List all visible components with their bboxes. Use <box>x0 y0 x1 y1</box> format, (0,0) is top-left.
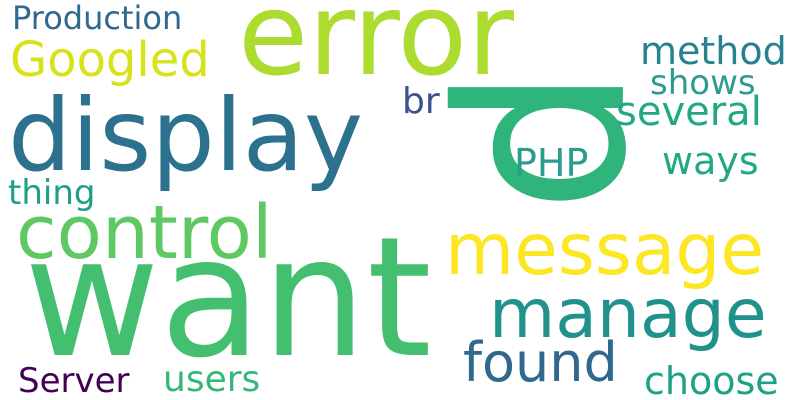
word-display: display <box>8 77 364 194</box>
word-production: Production <box>12 0 183 37</box>
word-want: want <box>24 202 432 395</box>
word-ways: ways <box>662 139 759 183</box>
word-php: PHP <box>514 141 589 185</box>
word-choose: choose <box>644 359 779 400</box>
word-googled: Googled <box>10 32 210 88</box>
word-message: message <box>445 208 765 291</box>
word-error: error <box>238 0 514 101</box>
word-br: br <box>402 81 440 122</box>
word-users: users <box>163 359 261 400</box>
word-shows: shows <box>650 63 756 103</box>
word-method: method <box>640 29 787 73</box>
word-manage: manage <box>489 275 767 354</box>
word-control: control <box>16 190 273 276</box>
word-several: several <box>616 89 762 135</box>
word-server: Server <box>18 361 130 400</box>
word-found: found <box>463 331 618 394</box>
word-thing: thing <box>8 173 96 213</box>
